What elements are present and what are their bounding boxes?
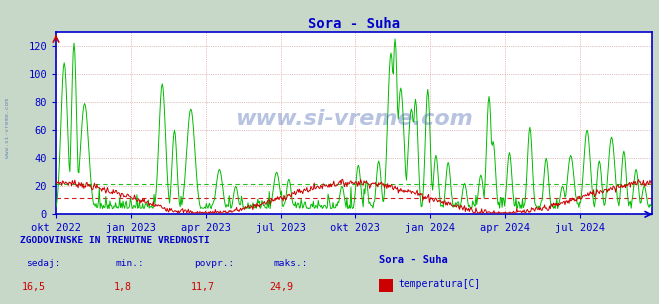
Text: 16,5: 16,5: [22, 282, 46, 292]
Title: Sora - Suha: Sora - Suha: [308, 17, 400, 31]
Text: temperatura[C]: temperatura[C]: [399, 279, 481, 289]
Text: 11,7: 11,7: [190, 282, 214, 292]
Text: min.:: min.:: [115, 259, 144, 268]
Text: 24,9: 24,9: [270, 282, 293, 292]
Text: www.si-vreme.com: www.si-vreme.com: [5, 98, 11, 158]
Text: www.si-vreme.com: www.si-vreme.com: [235, 109, 473, 130]
Text: maks.:: maks.:: [273, 259, 308, 268]
Text: sedaj:: sedaj:: [26, 259, 61, 268]
Text: povpr.:: povpr.:: [194, 259, 235, 268]
Text: 1,8: 1,8: [114, 282, 132, 292]
Text: ZGODOVINSKE IN TRENUTNE VREDNOSTI: ZGODOVINSKE IN TRENUTNE VREDNOSTI: [20, 236, 210, 245]
Text: Sora - Suha: Sora - Suha: [379, 255, 447, 265]
